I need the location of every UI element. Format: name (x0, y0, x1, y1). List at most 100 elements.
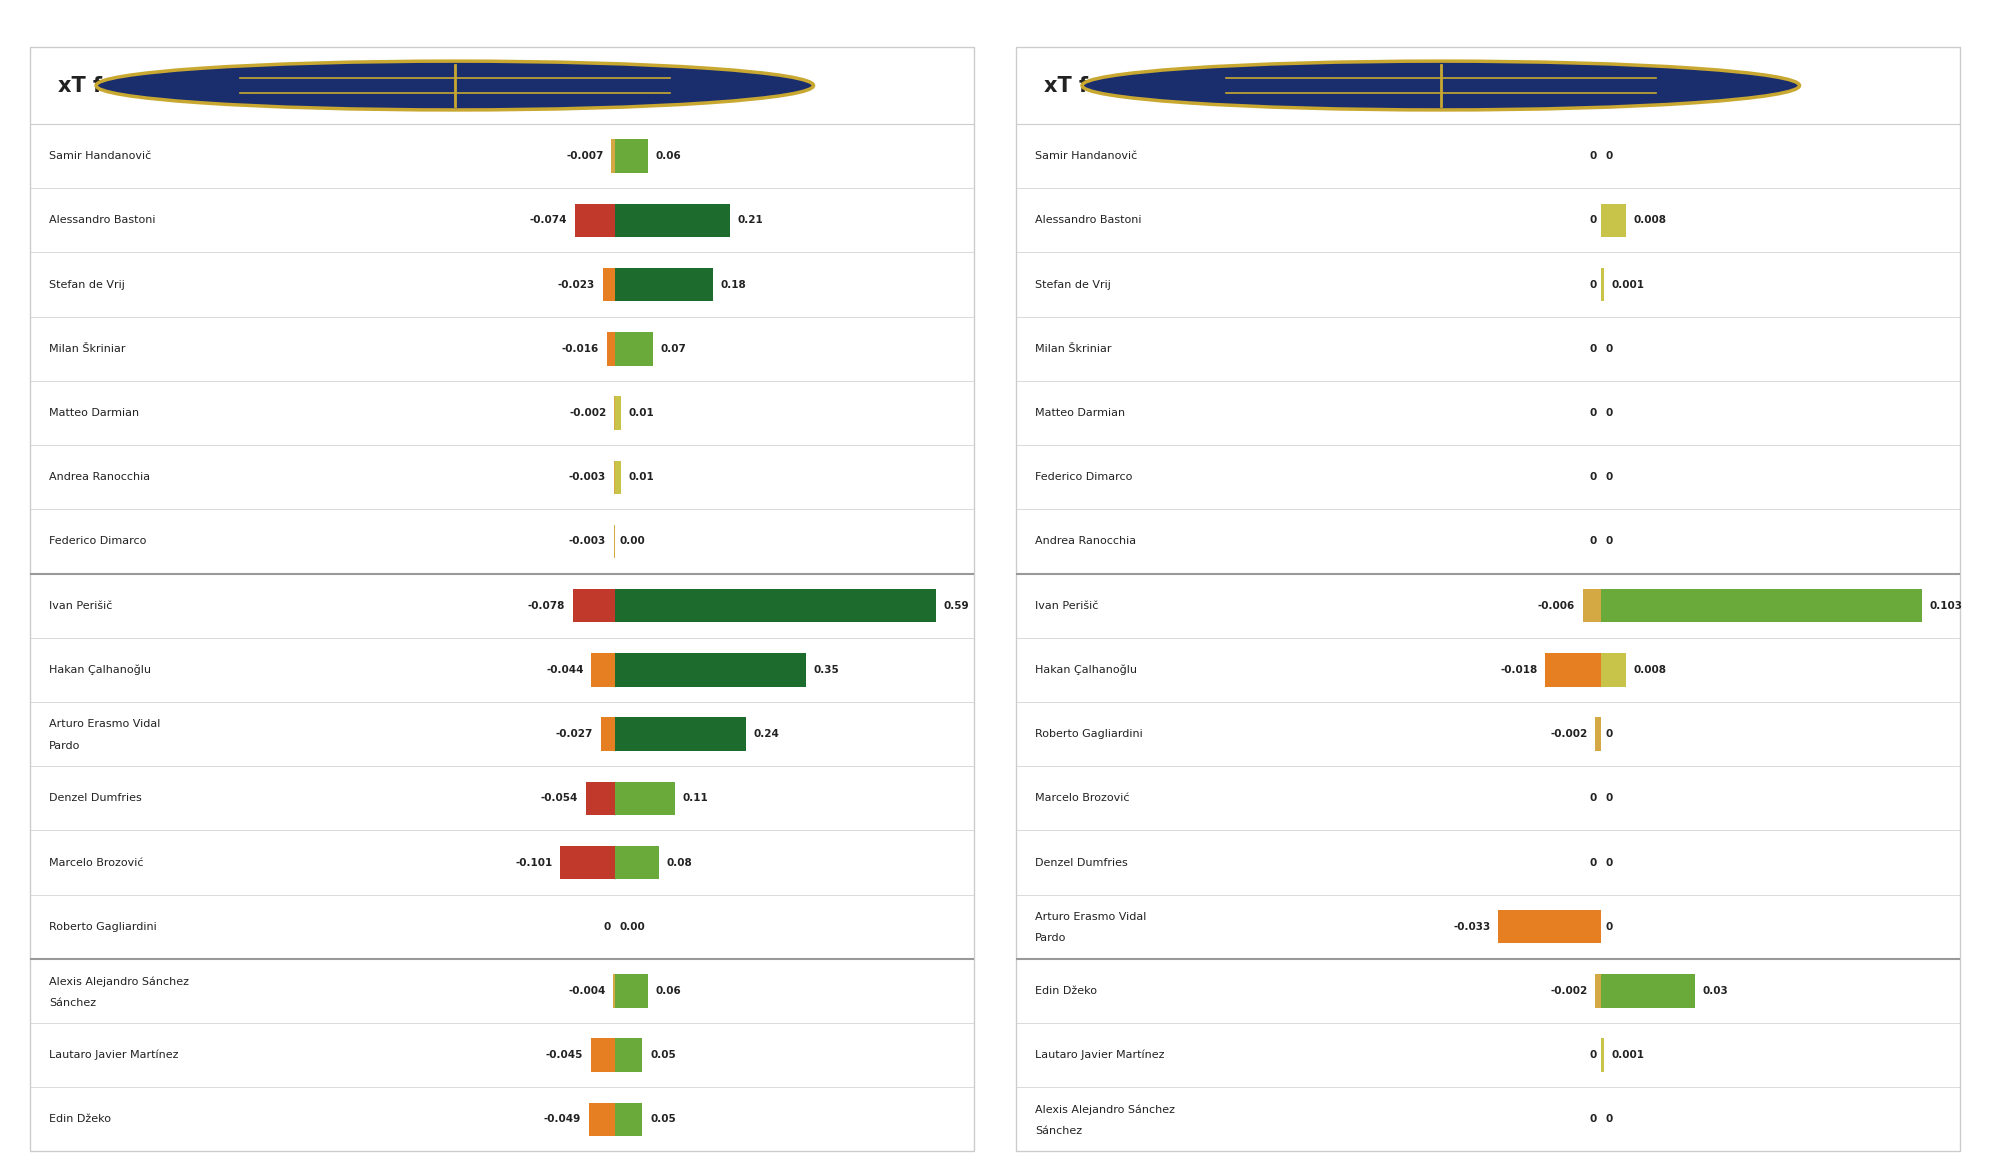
Text: 0: 0 (1606, 730, 1614, 739)
Text: 0: 0 (1590, 408, 1596, 418)
Text: Stefan de Vrij: Stefan de Vrij (1034, 280, 1110, 289)
Text: -0.044: -0.044 (546, 665, 584, 674)
Text: 0: 0 (604, 921, 610, 932)
Text: -0.027: -0.027 (556, 730, 594, 739)
Text: -0.054: -0.054 (540, 793, 578, 804)
Text: xT from Passes: xT from Passes (58, 75, 236, 95)
Text: Pardo: Pardo (1034, 933, 1066, 944)
Text: 0.01: 0.01 (628, 408, 654, 418)
Text: Andrea Ranocchia: Andrea Ranocchia (1034, 537, 1136, 546)
Bar (606, 333, 616, 365)
Text: Matteo Darmian: Matteo Darmian (48, 408, 140, 418)
Text: 0.06: 0.06 (656, 152, 682, 161)
Text: Ivan Perišič: Ivan Perišič (48, 600, 112, 611)
Bar (616, 653, 806, 686)
Bar (1596, 718, 1602, 751)
Bar (1602, 589, 1922, 623)
Text: xT from Dribbles: xT from Dribbles (1044, 75, 1240, 95)
Text: 0.001: 0.001 (1612, 1050, 1644, 1060)
Text: Alexis Alejandro Sánchez: Alexis Alejandro Sánchez (48, 976, 188, 987)
Text: Alexis Alejandro Sánchez: Alexis Alejandro Sánchez (1034, 1104, 1174, 1115)
Bar (616, 1039, 642, 1072)
Text: Matteo Darmian: Matteo Darmian (1034, 408, 1126, 418)
Text: -0.045: -0.045 (546, 1050, 584, 1060)
Bar (616, 718, 746, 751)
Text: Milan Škriniar: Milan Škriniar (1034, 344, 1112, 354)
Bar (1546, 653, 1602, 686)
Text: Denzel Dumfries: Denzel Dumfries (1034, 858, 1128, 867)
Bar (616, 268, 714, 301)
Text: -0.016: -0.016 (562, 344, 600, 354)
Text: 0.05: 0.05 (650, 1114, 676, 1124)
Text: 0.103: 0.103 (1930, 600, 1962, 611)
Text: -0.007: -0.007 (566, 152, 604, 161)
Text: 0.00: 0.00 (620, 537, 646, 546)
Bar (616, 974, 648, 1008)
Text: 0: 0 (1590, 472, 1596, 482)
Text: 0.35: 0.35 (814, 665, 838, 674)
Text: Edin Džeko: Edin Džeko (1034, 986, 1096, 996)
Text: 0.00: 0.00 (620, 921, 646, 932)
Text: 0.06: 0.06 (656, 986, 682, 996)
Text: 0.001: 0.001 (1612, 280, 1644, 289)
Text: 0: 0 (1606, 537, 1614, 546)
Bar (1498, 911, 1602, 944)
Text: Hakan Çalhanoğlu: Hakan Çalhanoğlu (48, 665, 150, 676)
Bar (616, 846, 658, 879)
Text: -0.101: -0.101 (516, 858, 552, 867)
Text: Sánchez: Sánchez (48, 998, 96, 1007)
Text: -0.078: -0.078 (528, 600, 566, 611)
Text: 0: 0 (1606, 858, 1614, 867)
Circle shape (96, 61, 814, 110)
Text: Alessandro Bastoni: Alessandro Bastoni (48, 215, 156, 226)
Text: 0.05: 0.05 (650, 1050, 676, 1060)
Bar (616, 781, 676, 815)
Bar (1602, 203, 1626, 237)
Text: Pardo: Pardo (48, 740, 80, 751)
Text: 0.008: 0.008 (1634, 215, 1666, 226)
Bar (576, 203, 616, 237)
Text: Federico Dimarco: Federico Dimarco (48, 537, 146, 546)
Text: 0: 0 (1590, 280, 1596, 289)
Bar (600, 718, 616, 751)
Text: Milan Škriniar: Milan Škriniar (48, 344, 126, 354)
Text: 0.01: 0.01 (628, 472, 654, 482)
Text: 0: 0 (1606, 472, 1614, 482)
Text: -0.004: -0.004 (568, 986, 606, 996)
Circle shape (1082, 61, 1800, 110)
Text: -0.033: -0.033 (1454, 921, 1490, 932)
Text: Hakan Çalhanoğlu: Hakan Çalhanoğlu (1034, 665, 1136, 676)
Text: 0: 0 (1590, 793, 1596, 804)
Text: 0: 0 (1590, 1050, 1596, 1060)
Bar (1602, 268, 1604, 301)
Bar (602, 268, 616, 301)
Text: Arturo Erasmo Vidal: Arturo Erasmo Vidal (1034, 912, 1146, 922)
Text: 0: 0 (1606, 793, 1614, 804)
Bar (1602, 974, 1694, 1008)
Bar (1596, 974, 1602, 1008)
Bar (616, 333, 654, 365)
Text: Andrea Ranocchia: Andrea Ranocchia (48, 472, 150, 482)
Text: -0.003: -0.003 (568, 537, 606, 546)
Text: Ivan Perišič: Ivan Perišič (1034, 600, 1098, 611)
Bar (586, 781, 616, 815)
Bar (1602, 653, 1626, 686)
Bar (616, 461, 620, 494)
Text: Samir Handanovič: Samir Handanovič (48, 152, 152, 161)
Bar (588, 1102, 616, 1136)
Text: Marcelo Brozović: Marcelo Brozović (48, 858, 144, 867)
Text: Samir Handanovič: Samir Handanovič (1034, 152, 1138, 161)
Bar (612, 140, 616, 173)
Text: 0.21: 0.21 (738, 215, 762, 226)
Bar (616, 396, 620, 430)
Text: -0.002: -0.002 (1550, 730, 1588, 739)
Text: 0: 0 (1590, 1114, 1596, 1124)
Text: 0.59: 0.59 (944, 600, 970, 611)
Text: Arturo Erasmo Vidal: Arturo Erasmo Vidal (48, 719, 160, 730)
Text: -0.006: -0.006 (1538, 600, 1576, 611)
Text: Federico Dimarco: Federico Dimarco (1034, 472, 1132, 482)
Bar (614, 974, 616, 1008)
Bar (616, 140, 648, 173)
Text: 0: 0 (1606, 1114, 1614, 1124)
Text: 0: 0 (1606, 408, 1614, 418)
